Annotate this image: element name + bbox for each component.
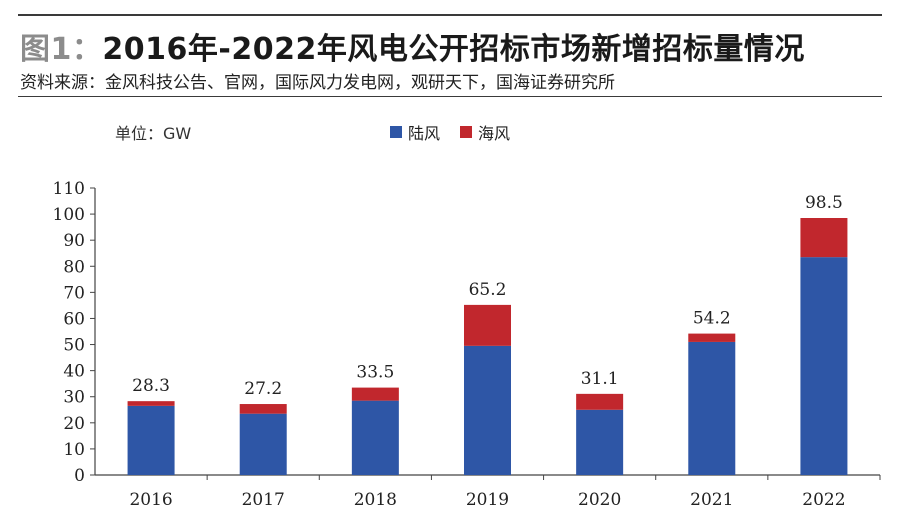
x-tick-label: 2018 <box>354 490 397 510</box>
total-data-label: 28.3 <box>132 376 170 396</box>
total-data-label: 54.2 <box>693 309 731 329</box>
x-tick-label: 2020 <box>578 490 621 510</box>
bar-segment-offshore <box>239 404 287 414</box>
legend-item-onshore: 陆风 <box>390 120 440 144</box>
bar-segment-onshore <box>239 413 287 475</box>
y-tick-label: 40 <box>63 362 85 382</box>
x-tick-label: 2019 <box>466 490 509 510</box>
bar-segment-onshore <box>688 341 736 475</box>
y-tick-label: 90 <box>63 231 85 251</box>
y-tick-label: 20 <box>63 414 85 434</box>
x-tick-label: 2016 <box>129 490 172 510</box>
bar-segment-onshore <box>351 400 399 475</box>
legend-item-offshore: 海风 <box>460 120 510 144</box>
y-tick-label: 60 <box>63 309 85 329</box>
total-data-label: 65.2 <box>469 280 507 300</box>
top-rule <box>18 14 882 16</box>
bar-segment-offshore <box>688 333 736 342</box>
mid-rule <box>18 96 882 97</box>
bar-segment-onshore <box>800 257 848 475</box>
total-data-label: 31.1 <box>581 369 619 389</box>
y-tick-label: 10 <box>63 440 85 460</box>
legend-swatch-offshore <box>460 126 473 138</box>
unit-label: 单位：GW <box>115 124 192 143</box>
chart-legend: 陆风 海风 <box>390 120 510 144</box>
y-tick-label: 110 <box>53 179 85 199</box>
legend-swatch-onshore <box>390 126 402 138</box>
y-tick-label: 100 <box>53 205 85 225</box>
bar-segment-onshore <box>464 345 511 475</box>
x-tick-label: 2017 <box>242 490 285 510</box>
y-tick-label: 50 <box>63 336 85 356</box>
bar-segment-offshore <box>351 387 399 401</box>
total-data-label: 27.2 <box>244 379 282 399</box>
bar-segment-offshore <box>464 304 511 346</box>
figure-title-text: 2016年-2022年风电公开招标市场新增招标量情况 <box>102 32 805 67</box>
y-tick-label: 30 <box>63 388 85 408</box>
total-data-label: 33.5 <box>356 363 394 383</box>
figure-label: 图1： <box>20 32 103 67</box>
x-tick-label: 2022 <box>802 490 845 510</box>
bar-segment-offshore <box>127 401 175 406</box>
legend-label-offshore: 海风 <box>478 124 511 143</box>
bar-segment-offshore <box>576 393 624 410</box>
y-tick-label: 70 <box>63 283 85 303</box>
bar-segment-offshore <box>800 218 848 258</box>
y-tick-label: 0 <box>74 466 85 486</box>
figure-title: 图1：2016年-2022年风电公开招标市场新增招标量情况 <box>20 24 805 68</box>
source-note: 资料来源：金风科技公告、官网，国际风力发电网，观研天下，国海证券研究所 <box>20 73 615 93</box>
x-tick-label: 2021 <box>690 490 733 510</box>
legend-label-onshore: 陆风 <box>408 124 441 143</box>
bar-segment-onshore <box>127 405 175 475</box>
bar-segment-onshore <box>576 409 624 475</box>
total-data-label: 98.5 <box>805 193 843 213</box>
y-tick-label: 80 <box>63 257 85 277</box>
